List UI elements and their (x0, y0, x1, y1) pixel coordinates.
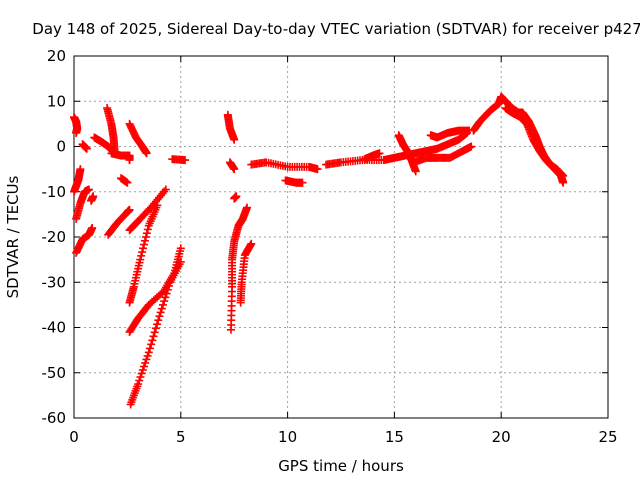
y-tick-label: -20 (42, 228, 67, 246)
data-point (176, 244, 185, 253)
data-point (157, 304, 166, 313)
data-point (164, 282, 173, 291)
data-point (153, 201, 162, 210)
y-tick-labels: 20 10 0 -10 -20 -30 -40 -50 -60 (42, 47, 67, 427)
data-point (159, 300, 167, 309)
x-tick-label: 25 (598, 428, 617, 446)
data-point (153, 320, 162, 329)
data-point (140, 240, 149, 249)
data-point (137, 369, 146, 378)
grid-lines (74, 56, 608, 418)
y-tick-label: 20 (47, 47, 66, 65)
data-point (151, 324, 160, 333)
data-point (88, 223, 97, 232)
data-point (140, 362, 149, 371)
y-tick-label: -30 (42, 273, 67, 291)
data-point (134, 380, 143, 389)
data-point (150, 328, 159, 337)
data-point (247, 239, 256, 248)
data-point (149, 332, 158, 341)
data-point (135, 376, 144, 385)
data-point (176, 257, 185, 266)
data-point (160, 297, 169, 306)
data-point (162, 289, 171, 298)
data-point (375, 149, 384, 158)
data-point (139, 244, 148, 253)
chart-title: Day 148 of 2025, Sidereal Day-to-day VTE… (32, 20, 640, 38)
data-point (142, 229, 151, 238)
data-point (141, 233, 150, 241)
data-point (143, 351, 152, 360)
data-point (156, 308, 165, 317)
data-point (144, 348, 153, 357)
y-tick-label: -40 (42, 319, 67, 337)
data-point (142, 149, 151, 158)
data-point (143, 225, 152, 234)
data-point (138, 248, 147, 257)
data-point (298, 178, 307, 187)
axis-ticks (73, 55, 609, 419)
data-point (125, 205, 134, 214)
data-point (411, 167, 420, 176)
data-point (243, 203, 252, 212)
data-point (161, 293, 170, 302)
x-tick-label: 5 (176, 428, 186, 446)
data-point (147, 340, 156, 349)
y-tick-label: -50 (42, 364, 67, 382)
data-point (125, 156, 134, 165)
data-point (136, 255, 145, 264)
y-axis-label: SDTVAR / TECUs (4, 175, 22, 298)
data-point (181, 156, 190, 165)
data-point (141, 358, 150, 367)
data-point (230, 165, 239, 174)
data-point (140, 236, 149, 245)
data-point (230, 135, 239, 144)
x-tick-label: 0 (69, 428, 79, 446)
data-point (123, 178, 132, 187)
x-tick-label: 20 (492, 428, 511, 446)
data-point (137, 251, 146, 260)
data-point (76, 165, 85, 174)
x-axis-label: GPS time / hours (278, 457, 404, 475)
data-point (89, 192, 98, 201)
data-point (148, 336, 157, 345)
data-point (142, 355, 151, 364)
y-tick-label: 10 (47, 92, 66, 110)
data-point (161, 185, 170, 194)
data-series-sdtvar (70, 92, 568, 409)
data-point (138, 365, 147, 374)
x-tick-label: 10 (278, 428, 297, 446)
y-tick-label: -60 (42, 409, 67, 427)
data-point (155, 312, 164, 321)
y-tick-label: -10 (42, 183, 67, 201)
data-point (82, 144, 91, 153)
x-tick-label: 15 (385, 428, 404, 446)
data-point (136, 373, 145, 382)
data-point (154, 316, 163, 325)
data-point (163, 285, 172, 294)
data-point (467, 142, 476, 151)
data-point (145, 344, 154, 353)
data-point (559, 178, 568, 187)
x-tick-labels: 0 5 10 15 20 25 (69, 428, 617, 446)
data-point (72, 128, 81, 137)
data-point (84, 185, 93, 194)
y-tick-label: 0 (56, 138, 66, 156)
data-point (232, 192, 241, 201)
data-point (313, 165, 322, 174)
